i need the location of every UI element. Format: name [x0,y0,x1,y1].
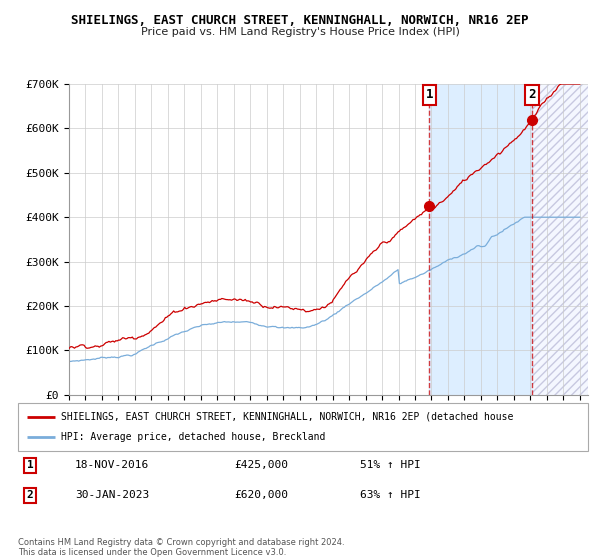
Text: 18-NOV-2016: 18-NOV-2016 [75,460,149,470]
Text: Price paid vs. HM Land Registry's House Price Index (HPI): Price paid vs. HM Land Registry's House … [140,27,460,37]
Text: 2: 2 [26,490,34,500]
Text: 1: 1 [426,88,433,101]
Text: 30-JAN-2023: 30-JAN-2023 [75,490,149,500]
Bar [532,84,588,395]
Text: 51% ↑ HPI: 51% ↑ HPI [360,460,421,470]
Bar [430,84,532,395]
FancyBboxPatch shape [18,403,588,451]
Text: HPI: Average price, detached house, Breckland: HPI: Average price, detached house, Brec… [61,432,325,442]
Text: SHIELINGS, EAST CHURCH STREET, KENNINGHALL, NORWICH, NR16 2EP (detached house: SHIELINGS, EAST CHURCH STREET, KENNINGHA… [61,412,513,422]
Text: 2: 2 [528,88,535,101]
Text: £620,000: £620,000 [235,490,289,500]
Text: £425,000: £425,000 [235,460,289,470]
Text: Contains HM Land Registry data © Crown copyright and database right 2024.
This d: Contains HM Land Registry data © Crown c… [18,538,344,557]
Text: 1: 1 [26,460,34,470]
Text: 63% ↑ HPI: 63% ↑ HPI [360,490,421,500]
Text: SHIELINGS, EAST CHURCH STREET, KENNINGHALL, NORWICH, NR16 2EP: SHIELINGS, EAST CHURCH STREET, KENNINGHA… [71,14,529,27]
